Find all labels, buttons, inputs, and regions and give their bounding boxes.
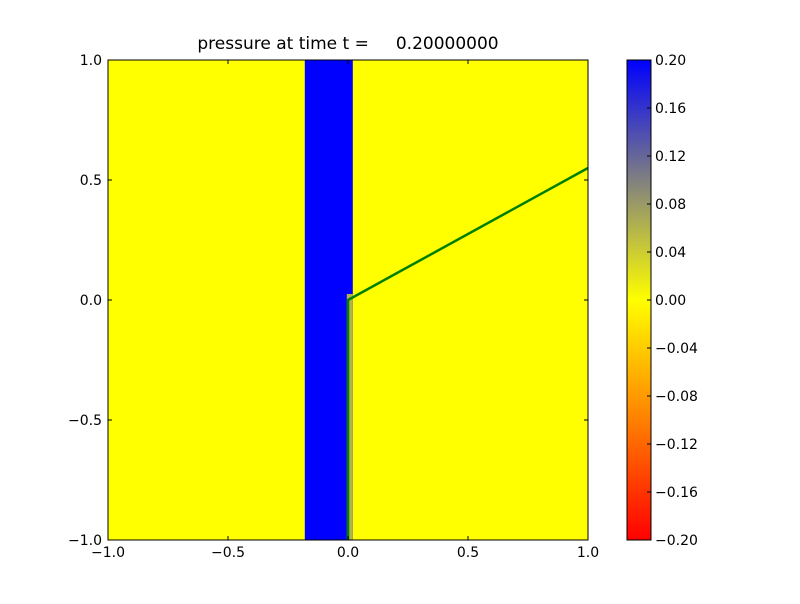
y-tick-label: 0.0: [80, 293, 102, 309]
colorbar-tick-label: −0.08: [655, 389, 698, 405]
colorbar-tick-label: 0.00: [655, 293, 686, 309]
y-tick-label: −1.0: [68, 533, 102, 549]
x-tick-label: 0.0: [337, 545, 359, 561]
line-front: [346, 166, 589, 540]
x-tick-label: −1.0: [91, 545, 125, 561]
chart-title: pressure at time t = 0.20000000: [197, 34, 498, 54]
x-tick-label: 0.5: [457, 545, 479, 561]
heatmap-region-0: [304, 60, 353, 540]
heatmap-region-1: [346, 294, 353, 540]
colorbar-tick-label: −0.16: [655, 485, 698, 501]
x-tick-label: −0.5: [211, 545, 245, 561]
colorbar-tick-label: 0.20: [655, 53, 686, 69]
colorbar-tick-label: 0.12: [655, 149, 686, 165]
colorbar-tick-label: −0.04: [655, 341, 698, 357]
colorbar-tick-label: −0.20: [655, 533, 698, 549]
plot-area: −1.0 −0.5 0.0 0.5 1.0 −1.0 −0.5 0.0 0.5 1.0: [68, 53, 599, 561]
colorbar-tick-label: 0.16: [655, 101, 686, 117]
colorbar-tick-label: 0.08: [655, 197, 686, 213]
y-tick-label: −0.5: [68, 413, 102, 429]
y-tick-label: 0.5: [80, 173, 102, 189]
colorbar-tick-label: −0.12: [655, 437, 698, 453]
x-tick-label: 1.0: [577, 545, 599, 561]
colorbar: −0.20 −0.16 −0.12 −0.08 −0.04 0.00 0.04 0.08 0.1…: [626, 53, 698, 549]
colorbar-tick-label: 0.04: [655, 245, 686, 261]
y-tick-label: 1.0: [80, 53, 102, 69]
